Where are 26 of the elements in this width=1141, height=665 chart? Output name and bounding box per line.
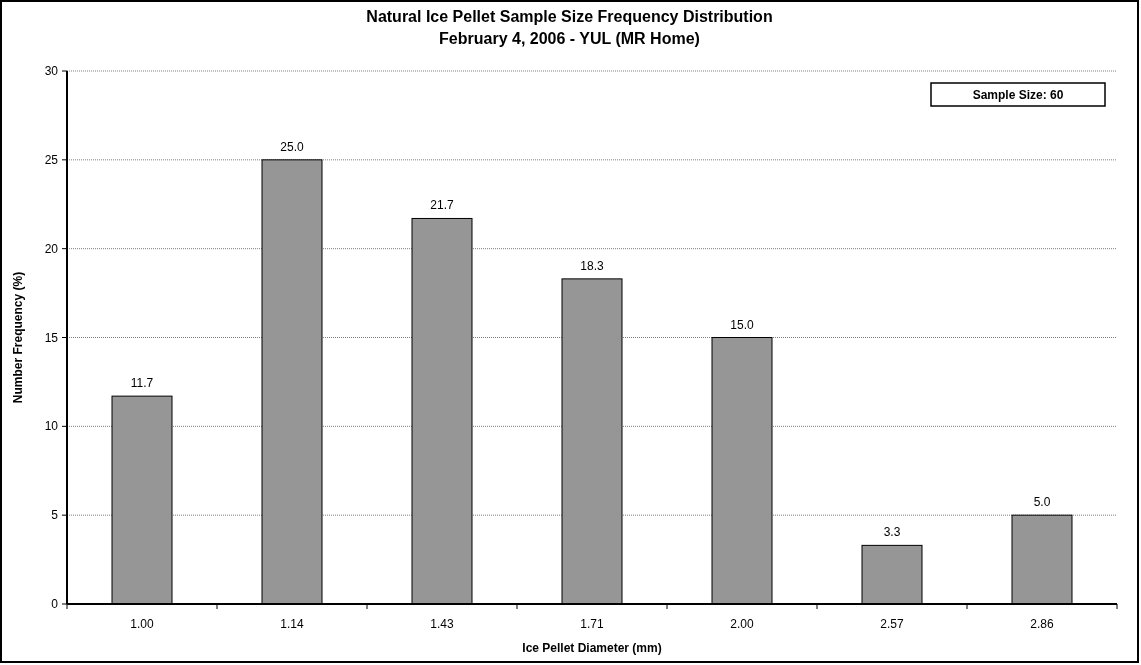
y-tick-label: 20 <box>44 241 59 256</box>
x-axis-title: Ice Pellet Diameter (mm) <box>522 641 662 655</box>
x-tick-label: 2.00 <box>730 617 754 631</box>
annotation: Sample Size: 60 <box>972 88 1064 102</box>
data-label: 15.0 <box>730 317 754 332</box>
x-tick-label: 1.00 <box>130 617 154 631</box>
x-tick-label: 1.71 <box>580 617 604 631</box>
y-tick-label: 0 <box>51 597 59 611</box>
y-axis-title: Number Frequency (%) <box>11 271 25 404</box>
y-tick-label: 15 <box>44 330 59 345</box>
data-label: 21.7 <box>430 198 454 213</box>
data-label: 3.3 <box>883 525 901 540</box>
y-tick-label: 10 <box>44 419 59 434</box>
chart-subtitle: February 4, 2006 - YUL (MR Home) <box>439 30 700 47</box>
data-label: 5.0 <box>1033 495 1051 510</box>
x-tick-label: 1.43 <box>430 617 454 631</box>
data-label: 18.3 <box>580 258 604 273</box>
y-tick-label: 25 <box>44 152 59 167</box>
x-tick-label: 2.57 <box>880 617 904 631</box>
data-label: 25.0 <box>280 139 304 154</box>
x-tick-label: 1.14 <box>280 617 304 631</box>
x-tick-label: 2.86 <box>1030 617 1054 631</box>
y-tick-label: 30 <box>44 64 59 78</box>
chart-title: Natural Ice Pellet Sample Size Frequency Distribution <box>366 8 773 25</box>
y-tick-label: 5 <box>51 508 59 523</box>
data-label: 11.7 <box>130 376 154 391</box>
